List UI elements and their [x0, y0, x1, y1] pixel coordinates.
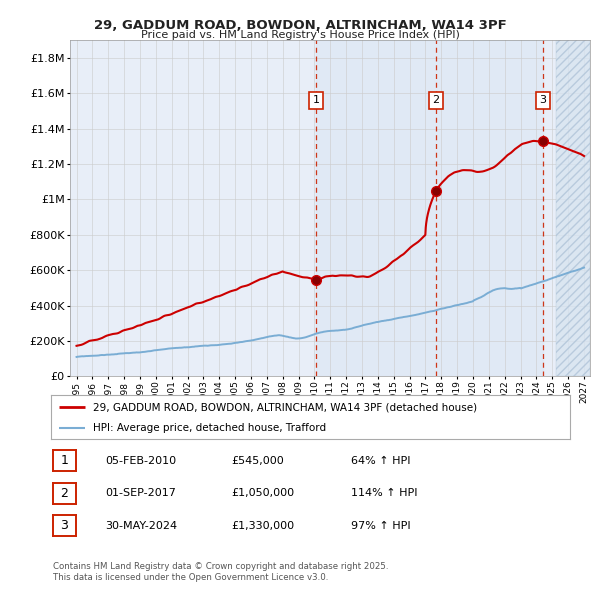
Bar: [316, 40, 543, 376]
Text: 05-FEB-2010: 05-FEB-2010: [105, 456, 176, 466]
Text: 114% ↑ HPI: 114% ↑ HPI: [351, 489, 418, 498]
Text: Contains HM Land Registry data © Crown copyright and database right 2025.: Contains HM Land Registry data © Crown c…: [53, 562, 388, 571]
Text: 3: 3: [539, 96, 547, 105]
Text: 01-SEP-2017: 01-SEP-2017: [105, 489, 176, 498]
Text: 1: 1: [313, 96, 320, 105]
Text: 3: 3: [60, 519, 68, 532]
Text: £1,050,000: £1,050,000: [231, 489, 294, 498]
Text: 97% ↑ HPI: 97% ↑ HPI: [351, 521, 410, 530]
Text: 2: 2: [433, 96, 440, 105]
Text: Price paid vs. HM Land Registry's House Price Index (HPI): Price paid vs. HM Land Registry's House …: [140, 30, 460, 40]
Text: 30-MAY-2024: 30-MAY-2024: [105, 521, 177, 530]
Text: 2: 2: [60, 487, 68, 500]
Text: 1: 1: [60, 454, 68, 467]
Text: 29, GADDUM ROAD, BOWDON, ALTRINCHAM, WA14 3PF (detached house): 29, GADDUM ROAD, BOWDON, ALTRINCHAM, WA1…: [92, 402, 476, 412]
Text: This data is licensed under the Open Government Licence v3.0.: This data is licensed under the Open Gov…: [53, 572, 328, 582]
Text: HPI: Average price, detached house, Trafford: HPI: Average price, detached house, Traf…: [92, 424, 326, 433]
Text: 64% ↑ HPI: 64% ↑ HPI: [351, 456, 410, 466]
Text: £1,330,000: £1,330,000: [231, 521, 294, 530]
Text: £545,000: £545,000: [231, 456, 284, 466]
Text: 29, GADDUM ROAD, BOWDON, ALTRINCHAM, WA14 3PF: 29, GADDUM ROAD, BOWDON, ALTRINCHAM, WA1…: [94, 19, 506, 32]
